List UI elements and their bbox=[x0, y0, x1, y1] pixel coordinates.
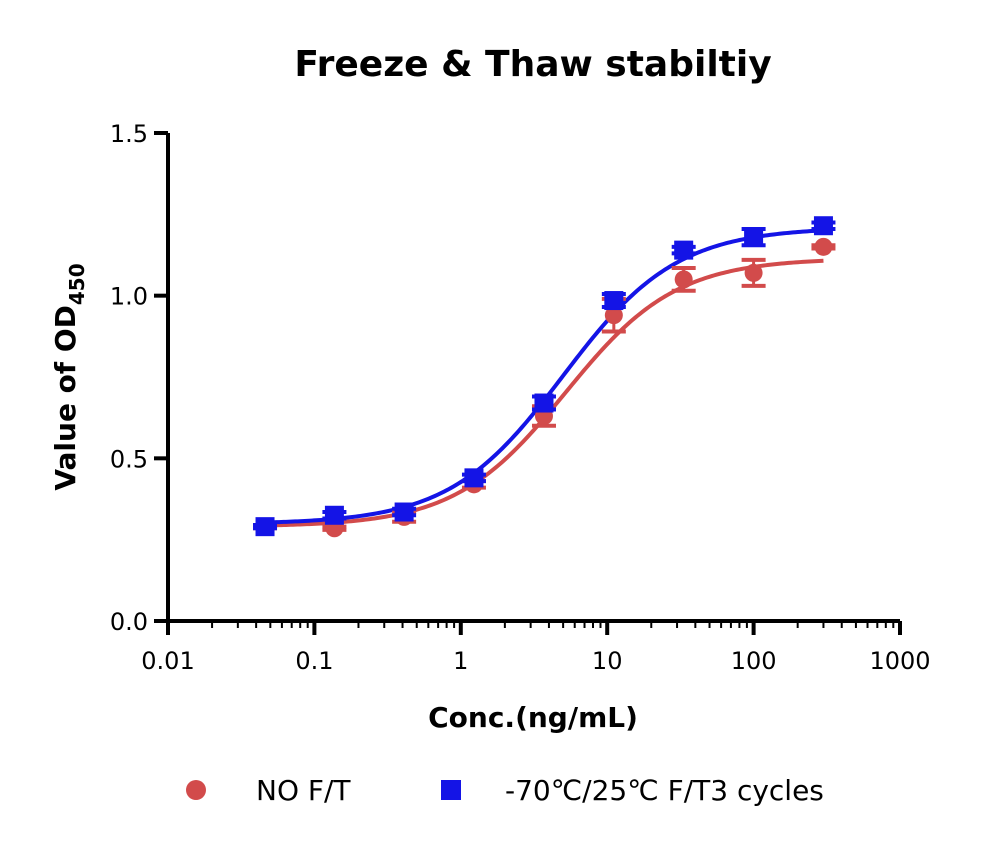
data-point-70-25-f-t3-cycles bbox=[255, 517, 275, 537]
legend: NO F/T -70℃/25℃ F/T3 cycles bbox=[186, 774, 824, 807]
data-markers bbox=[255, 216, 833, 538]
data-point-70-25-f-t3-cycles bbox=[534, 393, 554, 413]
y-tick-label: 1.0 bbox=[110, 283, 148, 311]
x-axis-label: Conc.(ng/mL) bbox=[428, 701, 638, 734]
x-ticks: 0.01 0.1 1 10 100 1000 bbox=[141, 621, 931, 675]
legend-label: -70℃/25℃ F/T3 cycles bbox=[505, 774, 824, 807]
data-point-no-f-t bbox=[604, 306, 623, 325]
x-tick-label: 1 bbox=[453, 647, 468, 675]
fit-curves bbox=[264, 228, 824, 528]
legend-marker bbox=[441, 780, 461, 800]
data-point-no-f-t bbox=[814, 237, 833, 256]
data-point-70-25-f-t3-cycles bbox=[394, 502, 414, 522]
plot-area: 0.0 0.5 1.0 1.5 0.01 0.1 1 10 100 1000 bbox=[110, 120, 931, 675]
y-axis-label-main: Value of OD bbox=[49, 305, 82, 491]
x-tick-label: 1000 bbox=[869, 647, 930, 675]
fit-curve-no-f-t bbox=[264, 258, 824, 528]
data-point-70-25-f-t3-cycles bbox=[813, 216, 833, 236]
data-point-70-25-f-t3-cycles bbox=[744, 227, 764, 247]
legend-item-no-f-t: NO F/T bbox=[186, 774, 351, 807]
x-tick-label: 0.1 bbox=[295, 647, 333, 675]
y-axis-label: Value of OD450 bbox=[49, 263, 89, 490]
y-tick-label: 0.5 bbox=[110, 445, 148, 473]
data-point-70-25-f-t3-cycles bbox=[464, 468, 484, 488]
data-point-no-f-t bbox=[674, 270, 693, 289]
y-ticks: 0.0 0.5 1.0 1.5 bbox=[110, 120, 168, 636]
y-tick-label: 0.0 bbox=[110, 608, 148, 636]
data-point-70-25-f-t3-cycles bbox=[324, 505, 344, 525]
x-tick-label: 0.01 bbox=[141, 647, 194, 675]
fit-curve-70-25-f-t3-cycles bbox=[264, 228, 824, 525]
legend-marker bbox=[186, 780, 206, 800]
data-point-70-25-f-t3-cycles bbox=[674, 240, 694, 260]
x-tick-label: 10 bbox=[592, 647, 623, 675]
data-point-70-25-f-t3-cycles bbox=[604, 291, 624, 311]
y-tick-label: 1.5 bbox=[110, 120, 148, 148]
legend-label: NO F/T bbox=[256, 774, 351, 807]
data-point-no-f-t bbox=[744, 263, 763, 282]
x-tick-label: 100 bbox=[731, 647, 777, 675]
chart-title: Freeze & Thaw stabiltiy bbox=[294, 44, 771, 85]
legend-item-70-25-f-t3-cycles: -70℃/25℃ F/T3 cycles bbox=[441, 774, 824, 807]
y-axis-label-subscript: 450 bbox=[65, 263, 89, 305]
